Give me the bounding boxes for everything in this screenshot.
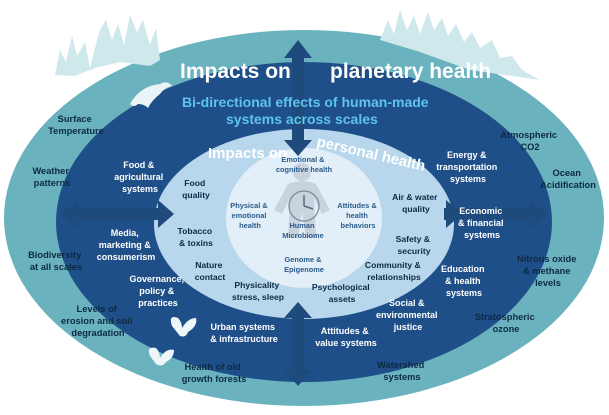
impacts-on-title: Impacts on — [180, 60, 291, 83]
bidirectional-title-line1: Bi-directional effects of human-made — [182, 94, 429, 110]
impacts-on-inner-title: Impacts on — [208, 145, 287, 162]
label-urban-systems: Urban systems & infrastructure — [210, 322, 278, 344]
label-physicality: Physicality stress, sleep — [232, 280, 284, 302]
human-figure-icon — [274, 163, 330, 238]
label-social-env-justice: Social & environmental justice — [376, 298, 440, 332]
label-community: Community & relationships — [365, 260, 423, 282]
label-physical-emotional: Physical & emotional health — [230, 201, 269, 230]
label-microbiome: Human Microbiome — [282, 221, 323, 240]
tree-silhouette-icon — [55, 10, 540, 80]
label-emotional-cognitive: Emotional & cognitive health — [276, 155, 333, 174]
label-atmospheric-co2: Atmospheric CO2 — [500, 130, 559, 152]
label-education: Education & health systems — [441, 264, 487, 298]
label-psychological-assets: Psychological assets — [312, 282, 372, 304]
label-old-growth: Health of old growth forests — [182, 362, 247, 384]
label-ocean-acidification: Ocean Acidification — [540, 168, 596, 190]
label-governance: Governance, policy & practices — [129, 274, 186, 308]
label-air-water: Air & water quality — [392, 192, 440, 214]
label-biodiversity: Biodiversity at all scales — [28, 250, 84, 272]
planetary-health-title: planetary health — [330, 60, 491, 83]
label-energy: Energy & transportation systems — [436, 150, 500, 184]
label-food-quality: Food quality — [182, 178, 210, 200]
label-food-agri-systems: Food & agricultural systems — [114, 160, 166, 194]
label-erosion: Levels of erosion and soil degradation — [61, 304, 135, 338]
label-tobacco: Tobacco & toxins — [177, 226, 214, 248]
label-genome: Genome & Epigenome — [284, 255, 324, 274]
label-attitudes-value: Attitudes & value systems — [315, 326, 377, 348]
vertical-arrow-bottom — [284, 302, 312, 386]
vertical-arrow-top — [284, 40, 312, 156]
label-economic: Economic & financial systems — [458, 206, 506, 240]
horizontal-arrow-right — [444, 200, 548, 228]
label-surface-temperature: Surface Temperature — [48, 114, 104, 136]
label-watershed: Watershed systems — [377, 360, 427, 382]
clock-icon — [288, 190, 320, 222]
horizontal-arrow-left — [60, 200, 174, 228]
label-weather-patterns: Weather patterns — [32, 166, 71, 188]
label-nature-contact: Nature contact — [195, 260, 226, 282]
label-safety: Safety & security — [396, 234, 433, 256]
dolphin-icon — [130, 82, 172, 108]
bidirectional-title-line2: systems across scales — [226, 111, 378, 127]
label-nitrous-oxide: Nitrous oxide & methane levels — [517, 254, 579, 288]
label-attitudes-behaviors: Attitudes & health behaviors — [337, 201, 378, 230]
butterfly-icon — [148, 317, 197, 366]
label-stratospheric-ozone: Stratospheric ozone — [475, 312, 538, 334]
label-media: Media, marketing & consumerism — [97, 228, 156, 262]
